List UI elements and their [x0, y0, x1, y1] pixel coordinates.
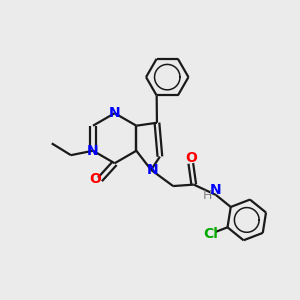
Text: N: N — [147, 163, 158, 177]
Text: O: O — [90, 172, 101, 186]
Text: N: N — [210, 183, 222, 196]
Text: N: N — [87, 144, 99, 158]
Text: Cl: Cl — [203, 227, 218, 241]
Text: O: O — [185, 151, 197, 165]
Text: H: H — [203, 189, 212, 202]
Text: N: N — [109, 106, 121, 120]
